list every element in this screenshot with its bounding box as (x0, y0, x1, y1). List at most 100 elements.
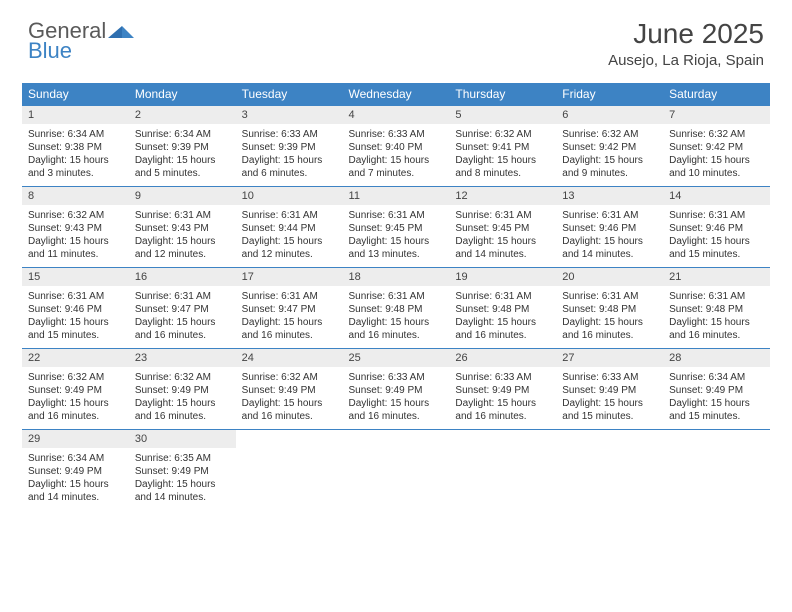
day-number: 16 (129, 268, 236, 286)
daylight-line2: and 15 minutes. (562, 410, 657, 423)
day-body: Sunrise: 6:31 AMSunset: 9:46 PMDaylight:… (663, 207, 770, 261)
calendar-week-row: 22Sunrise: 6:32 AMSunset: 9:49 PMDayligh… (22, 349, 770, 430)
daylight-line1: Daylight: 15 hours (669, 316, 764, 329)
sunset-text: Sunset: 9:49 PM (349, 384, 444, 397)
day-number: 1 (22, 106, 129, 124)
day-body: Sunrise: 6:31 AMSunset: 9:44 PMDaylight:… (236, 207, 343, 261)
day-body: Sunrise: 6:33 AMSunset: 9:39 PMDaylight:… (236, 126, 343, 180)
sunrise-text: Sunrise: 6:34 AM (669, 371, 764, 384)
day-body: Sunrise: 6:31 AMSunset: 9:45 PMDaylight:… (449, 207, 556, 261)
sunset-text: Sunset: 9:46 PM (28, 303, 123, 316)
sunrise-text: Sunrise: 6:32 AM (135, 371, 230, 384)
calendar-day-cell: 26Sunrise: 6:33 AMSunset: 9:49 PMDayligh… (449, 349, 556, 430)
sunrise-text: Sunrise: 6:32 AM (669, 128, 764, 141)
daylight-line1: Daylight: 15 hours (669, 154, 764, 167)
sunrise-text: Sunrise: 6:31 AM (669, 209, 764, 222)
sunrise-text: Sunrise: 6:32 AM (455, 128, 550, 141)
calendar-day-cell: 29Sunrise: 6:34 AMSunset: 9:49 PMDayligh… (22, 430, 129, 511)
daylight-line1: Daylight: 15 hours (669, 235, 764, 248)
daylight-line2: and 13 minutes. (349, 248, 444, 261)
calendar-day-cell: 3 Sunrise: 6:33 AMSunset: 9:39 PMDaylight… (236, 106, 343, 187)
day-body: Sunrise: 6:31 AMSunset: 9:47 PMDaylight:… (129, 288, 236, 342)
day-number: 30 (129, 430, 236, 448)
day-body: Sunrise: 6:31 AMSunset: 9:46 PMDaylight:… (22, 288, 129, 342)
calendar-day-cell: 19Sunrise: 6:31 AMSunset: 9:48 PMDayligh… (449, 268, 556, 349)
sunset-text: Sunset: 9:45 PM (455, 222, 550, 235)
day-number: 22 (22, 349, 129, 367)
sunset-text: Sunset: 9:42 PM (562, 141, 657, 154)
sunrise-text: Sunrise: 6:32 AM (28, 371, 123, 384)
day-number: 28 (663, 349, 770, 367)
logo: General Blue (28, 18, 134, 64)
daylight-line2: and 3 minutes. (28, 167, 123, 180)
daylight-line1: Daylight: 15 hours (28, 316, 123, 329)
calendar-day-cell: 8 Sunrise: 6:32 AMSunset: 9:43 PMDaylight… (22, 187, 129, 268)
day-body: Sunrise: 6:32 AMSunset: 9:43 PMDaylight:… (22, 207, 129, 261)
sunrise-text: Sunrise: 6:31 AM (669, 290, 764, 303)
sunrise-text: Sunrise: 6:31 AM (562, 209, 657, 222)
day-number: 29 (22, 430, 129, 448)
sunset-text: Sunset: 9:48 PM (669, 303, 764, 316)
calendar-day-cell: 18 Sunrise: 6:31 AMSunset: 9:48 PMDayligh… (343, 268, 450, 349)
sunset-text: Sunset: 9:39 PM (135, 141, 230, 154)
daylight-line1: Daylight: 15 hours (349, 316, 444, 329)
sunset-text: Sunset: 9:49 PM (135, 384, 230, 397)
sunset-text: Sunset: 9:46 PM (669, 222, 764, 235)
calendar-day-cell: 4Sunrise: 6:33 AMSunset: 9:40 PMDaylight… (343, 106, 450, 187)
daylight-line2: and 16 minutes. (135, 329, 230, 342)
day-number: 3 (236, 106, 343, 124)
day-number: 18 (343, 268, 450, 286)
day-number: 20 (556, 268, 663, 286)
day-number: 25 (343, 349, 450, 367)
day-number: 8 (22, 187, 129, 205)
daylight-line1: Daylight: 15 hours (455, 316, 550, 329)
day-number: 6 (556, 106, 663, 124)
day-number: 15 (22, 268, 129, 286)
day-body: Sunrise: 6:32 AMSunset: 9:49 PMDaylight:… (22, 369, 129, 423)
calendar-day-cell: 14Sunrise: 6:31 AMSunset: 9:46 PMDayligh… (663, 187, 770, 268)
daylight-line1: Daylight: 15 hours (28, 397, 123, 410)
calendar-day-cell: 22 Sunrise: 6:32 AMSunset: 9:49 PMDayligh… (22, 349, 129, 430)
day-body: Sunrise: 6:34 AMSunset: 9:49 PMDaylight:… (663, 369, 770, 423)
day-body: Sunrise: 6:31 AMSunset: 9:46 PMDaylight:… (556, 207, 663, 261)
sunset-text: Sunset: 9:49 PM (562, 384, 657, 397)
sunset-text: Sunset: 9:48 PM (455, 303, 550, 316)
sunset-text: Sunset: 9:39 PM (242, 141, 337, 154)
sunset-text: Sunset: 9:48 PM (349, 303, 444, 316)
weekday-header: Friday (556, 83, 663, 106)
calendar-day-cell (449, 430, 556, 511)
day-body: Sunrise: 6:32 AMSunset: 9:41 PMDaylight:… (449, 126, 556, 180)
daylight-line2: and 16 minutes. (135, 410, 230, 423)
sunrise-text: Sunrise: 6:33 AM (242, 128, 337, 141)
calendar-day-cell: 23 Sunrise: 6:32 AMSunset: 9:49 PMDayligh… (129, 349, 236, 430)
daylight-line1: Daylight: 15 hours (562, 154, 657, 167)
calendar-week-row: 29Sunrise: 6:34 AMSunset: 9:49 PMDayligh… (22, 430, 770, 511)
calendar-day-cell: 24Sunrise: 6:32 AMSunset: 9:49 PMDayligh… (236, 349, 343, 430)
calendar-day-cell: 21Sunrise: 6:31 AMSunset: 9:48 PMDayligh… (663, 268, 770, 349)
day-body: Sunrise: 6:32 AMSunset: 9:49 PMDaylight:… (129, 369, 236, 423)
weekday-header-row: Sunday Monday Tuesday Wednesday Thursday… (22, 83, 770, 106)
day-body: Sunrise: 6:32 AMSunset: 9:42 PMDaylight:… (663, 126, 770, 180)
sunrise-text: Sunrise: 6:31 AM (349, 290, 444, 303)
daylight-line2: and 14 minutes. (562, 248, 657, 261)
calendar-day-cell: 20Sunrise: 6:31 AMSunset: 9:48 PMDayligh… (556, 268, 663, 349)
daylight-line2: and 16 minutes. (242, 410, 337, 423)
day-number: 23 (129, 349, 236, 367)
sunset-text: Sunset: 9:47 PM (135, 303, 230, 316)
sunset-text: Sunset: 9:41 PM (455, 141, 550, 154)
calendar-day-cell (556, 430, 663, 511)
logo-mark-icon (108, 25, 134, 42)
daylight-line2: and 7 minutes. (349, 167, 444, 180)
calendar-day-cell: 12Sunrise: 6:31 AMSunset: 9:45 PMDayligh… (449, 187, 556, 268)
daylight-line1: Daylight: 15 hours (349, 397, 444, 410)
daylight-line1: Daylight: 15 hours (562, 397, 657, 410)
sunrise-text: Sunrise: 6:31 AM (28, 290, 123, 303)
weekday-header: Tuesday (236, 83, 343, 106)
daylight-line1: Daylight: 15 hours (135, 235, 230, 248)
sunset-text: Sunset: 9:43 PM (28, 222, 123, 235)
sunrise-text: Sunrise: 6:32 AM (562, 128, 657, 141)
sunrise-text: Sunrise: 6:35 AM (135, 452, 230, 465)
calendar-day-cell (663, 430, 770, 511)
sunrise-text: Sunrise: 6:31 AM (562, 290, 657, 303)
sunrise-text: Sunrise: 6:32 AM (28, 209, 123, 222)
